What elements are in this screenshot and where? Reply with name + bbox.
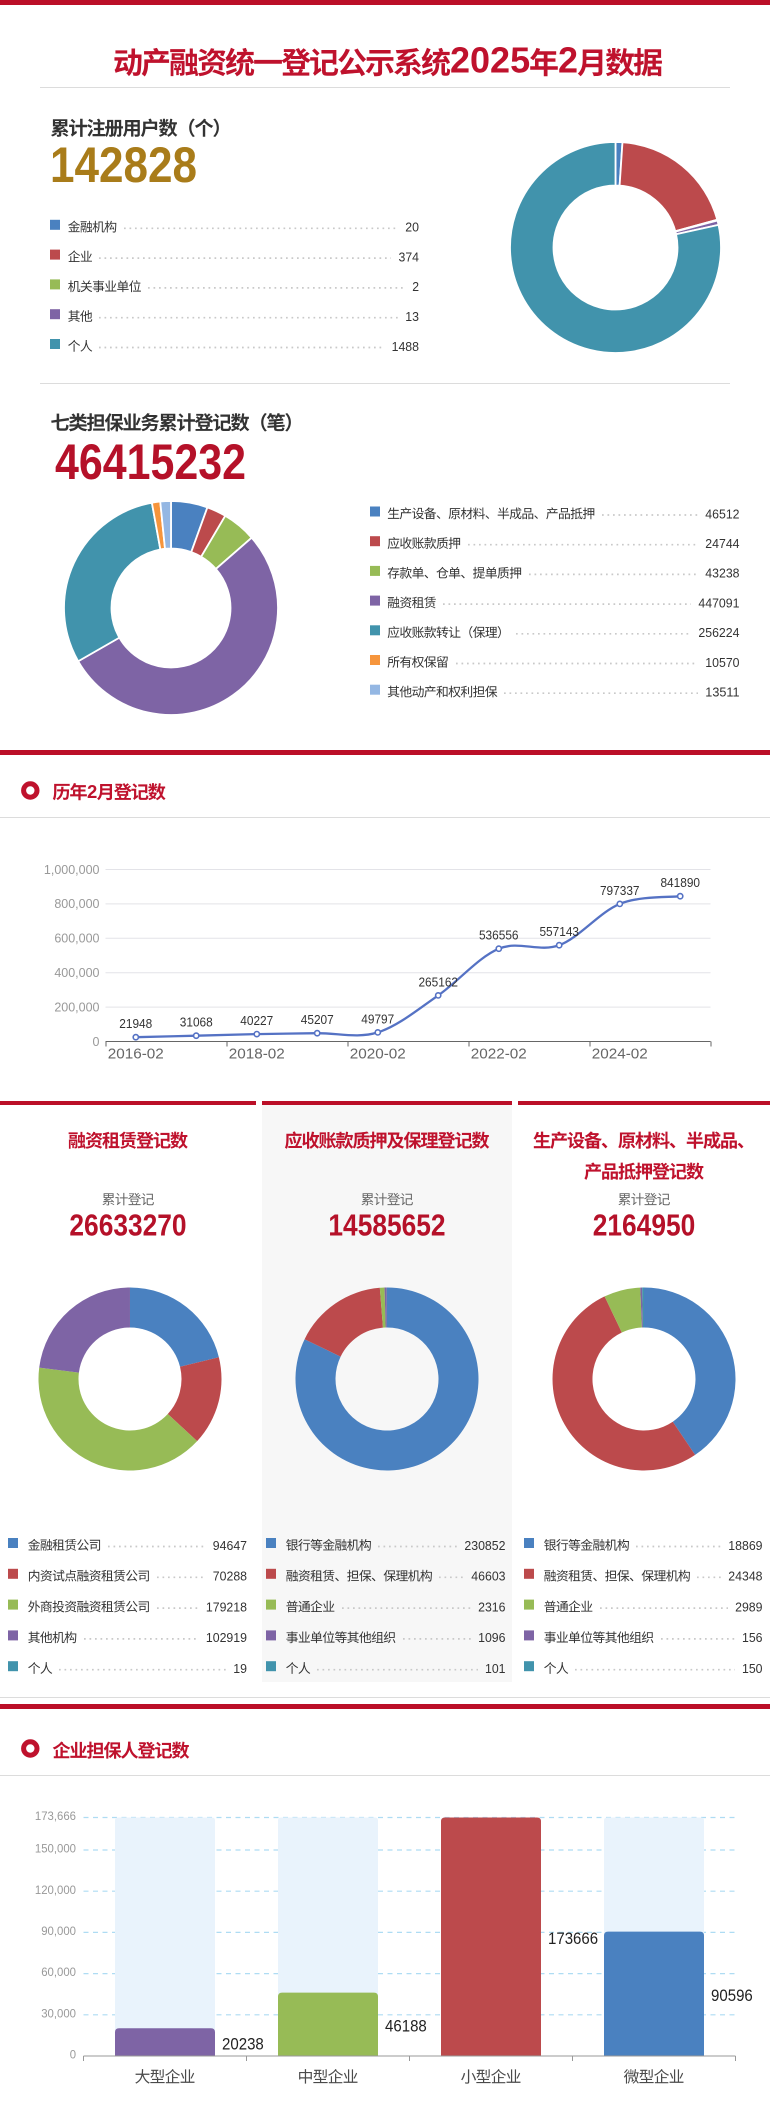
svg-text:200,000: 200,000 [54,1000,99,1014]
svg-text:2: 2 [558,40,578,81]
svg-text:21948: 21948 [119,1017,152,1031]
svg-text:19: 19 [233,1661,247,1676]
svg-text:20: 20 [405,220,419,235]
svg-text:90596: 90596 [711,1986,753,2005]
svg-text:101: 101 [485,1661,506,1676]
svg-text:1,000,000: 1,000,000 [44,863,100,877]
svg-text:70288: 70288 [213,1569,247,1584]
svg-text:800,000: 800,000 [54,897,99,911]
svg-text:841890: 841890 [660,876,700,890]
svg-text:156: 156 [742,1630,763,1645]
svg-text:230852: 230852 [464,1538,505,1553]
svg-text:24744: 24744 [705,536,739,551]
svg-text:31068: 31068 [180,1016,213,1030]
svg-text:13: 13 [405,309,419,324]
svg-text:43238: 43238 [705,566,739,581]
svg-text:2020-02: 2020-02 [350,1047,406,1063]
svg-text:0: 0 [93,1035,100,1049]
svg-text:374: 374 [399,249,420,264]
svg-text:2024-02: 2024-02 [592,1047,648,1063]
svg-text:10570: 10570 [705,655,739,670]
svg-text:2164950: 2164950 [593,1208,696,1243]
svg-text:600,000: 600,000 [54,932,99,946]
svg-text:179218: 179218 [206,1599,247,1614]
svg-text:46603: 46603 [471,1569,505,1584]
svg-text:102919: 102919 [206,1630,247,1645]
svg-text:26633270: 26633270 [69,1208,186,1243]
svg-text:20238: 20238 [222,2035,264,2054]
svg-text:797337: 797337 [600,884,640,898]
svg-text:30,000: 30,000 [41,2008,76,2020]
svg-text:2: 2 [412,279,419,294]
svg-text:90,000: 90,000 [41,1926,76,1938]
svg-text:447091: 447091 [698,595,739,610]
svg-text:2316: 2316 [478,1599,505,1614]
svg-text:46415232: 46415232 [55,433,246,490]
svg-text:173666: 173666 [548,1929,598,1948]
svg-text:536556: 536556 [479,929,519,943]
svg-text:150: 150 [742,1661,763,1676]
svg-text:1488: 1488 [392,339,419,354]
svg-text:120,000: 120,000 [35,1885,76,1897]
svg-text:18869: 18869 [728,1538,762,1553]
svg-text:2016-02: 2016-02 [108,1047,164,1063]
svg-text:46512: 46512 [705,506,739,521]
svg-text:2018-02: 2018-02 [229,1047,285,1063]
svg-text:14585652: 14585652 [328,1208,445,1243]
svg-text:2025: 2025 [450,40,530,81]
svg-text:557143: 557143 [539,925,579,939]
svg-text:94647: 94647 [213,1538,247,1553]
svg-text:400,000: 400,000 [54,966,99,980]
svg-text:265162: 265162 [418,975,458,989]
svg-text:0: 0 [70,2050,76,2062]
svg-text:60,000: 60,000 [41,1967,76,1979]
svg-text:24348: 24348 [728,1569,762,1584]
svg-text:49797: 49797 [361,1012,394,1026]
svg-text:173,666: 173,666 [35,1811,76,1823]
svg-text:2022-02: 2022-02 [471,1047,527,1063]
svg-text:45207: 45207 [301,1013,334,1027]
svg-text:40227: 40227 [240,1014,273,1028]
svg-text:1096: 1096 [478,1630,505,1645]
svg-text:2989: 2989 [735,1599,762,1614]
svg-text:13511: 13511 [705,685,739,700]
svg-text:2: 2 [87,781,97,802]
svg-text:150,000: 150,000 [35,1844,76,1856]
svg-text:46188: 46188 [385,2017,427,2036]
svg-text:256224: 256224 [698,625,739,640]
svg-text:142828: 142828 [50,136,197,193]
